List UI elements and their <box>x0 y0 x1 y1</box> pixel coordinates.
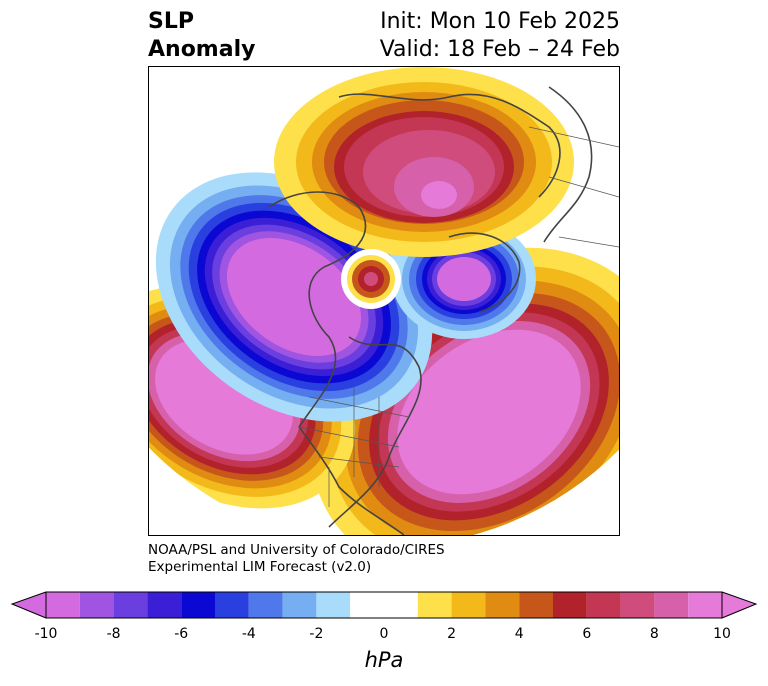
colorbar <box>10 591 758 619</box>
colorbar-tick-label: 6 <box>582 626 592 642</box>
colorbar-cell <box>248 592 283 618</box>
slp-anomaly-map <box>149 67 619 535</box>
colorbar-cell <box>654 592 689 618</box>
colorbar-cell <box>485 592 520 618</box>
colorbar-cell <box>620 592 655 618</box>
credit-line-2: Experimental LIM Forecast (v2.0) <box>148 559 372 575</box>
colorbar-ticks: -10 -8 -6 -4 -2 0 2 4 6 8 10 <box>0 626 768 646</box>
colorbar-tick-label: -4 <box>241 626 256 642</box>
colorbar-cell <box>688 592 722 618</box>
valid-range: Valid: 18 Feb – 24 Feb <box>379 37 620 62</box>
map-title: SLP Anomaly <box>148 8 255 64</box>
colorbar-tick-label: -2 <box>309 626 324 642</box>
colorbar-cell <box>451 592 486 618</box>
map-panel <box>148 66 620 536</box>
colorbar-tick-label: -6 <box>174 626 189 642</box>
colorbar-cell <box>79 592 114 618</box>
borders <box>298 126 619 507</box>
colorbar-cell <box>147 592 182 618</box>
init-date: Init: Mon 10 Feb 2025 <box>380 9 620 34</box>
title-line-2: Anomaly <box>148 37 256 62</box>
colorbar-units: hPa <box>364 648 404 672</box>
colorbar-cell <box>586 592 621 618</box>
colorbar-cell <box>553 592 587 618</box>
colorbar-cell <box>417 592 452 618</box>
coastlines <box>268 86 593 535</box>
colorbar-tick-label: -8 <box>106 626 121 642</box>
colorbar-cell <box>519 592 553 618</box>
colorbar-tick-label: 8 <box>649 626 659 642</box>
pacific-low <box>155 172 433 422</box>
colorbar-cell <box>181 592 215 618</box>
colorbar-cell <box>282 592 317 618</box>
colorbar-tick-label: 4 <box>514 626 524 642</box>
colorbar-cell <box>215 592 249 618</box>
colorbar-high-extend <box>722 592 756 618</box>
forecast-dates: Init: Mon 10 Feb 2025 Valid: 18 Feb – 24… <box>380 8 620 64</box>
colorbar-tick-label: 0 <box>379 626 389 642</box>
colorbar-cell <box>350 592 418 618</box>
colorbar-tick-label: -10 <box>34 626 58 642</box>
colorbar-cell <box>316 592 351 618</box>
barents-kara-high <box>274 67 574 257</box>
credit-line-1: NOAA/PSL and University of Colorado/CIRE… <box>148 542 445 558</box>
credit: NOAA/PSL and University of Colorado/CIRE… <box>148 542 445 576</box>
colorbar-tick-label: 2 <box>447 626 457 642</box>
title-line-1: SLP <box>148 9 194 34</box>
colorbar-cell <box>113 592 148 618</box>
colorbar-tick-label: 10 <box>713 626 731 642</box>
colorbar-low-extend <box>12 592 46 618</box>
arctic-small-high <box>341 249 401 309</box>
colorbar-cell <box>46 592 80 618</box>
